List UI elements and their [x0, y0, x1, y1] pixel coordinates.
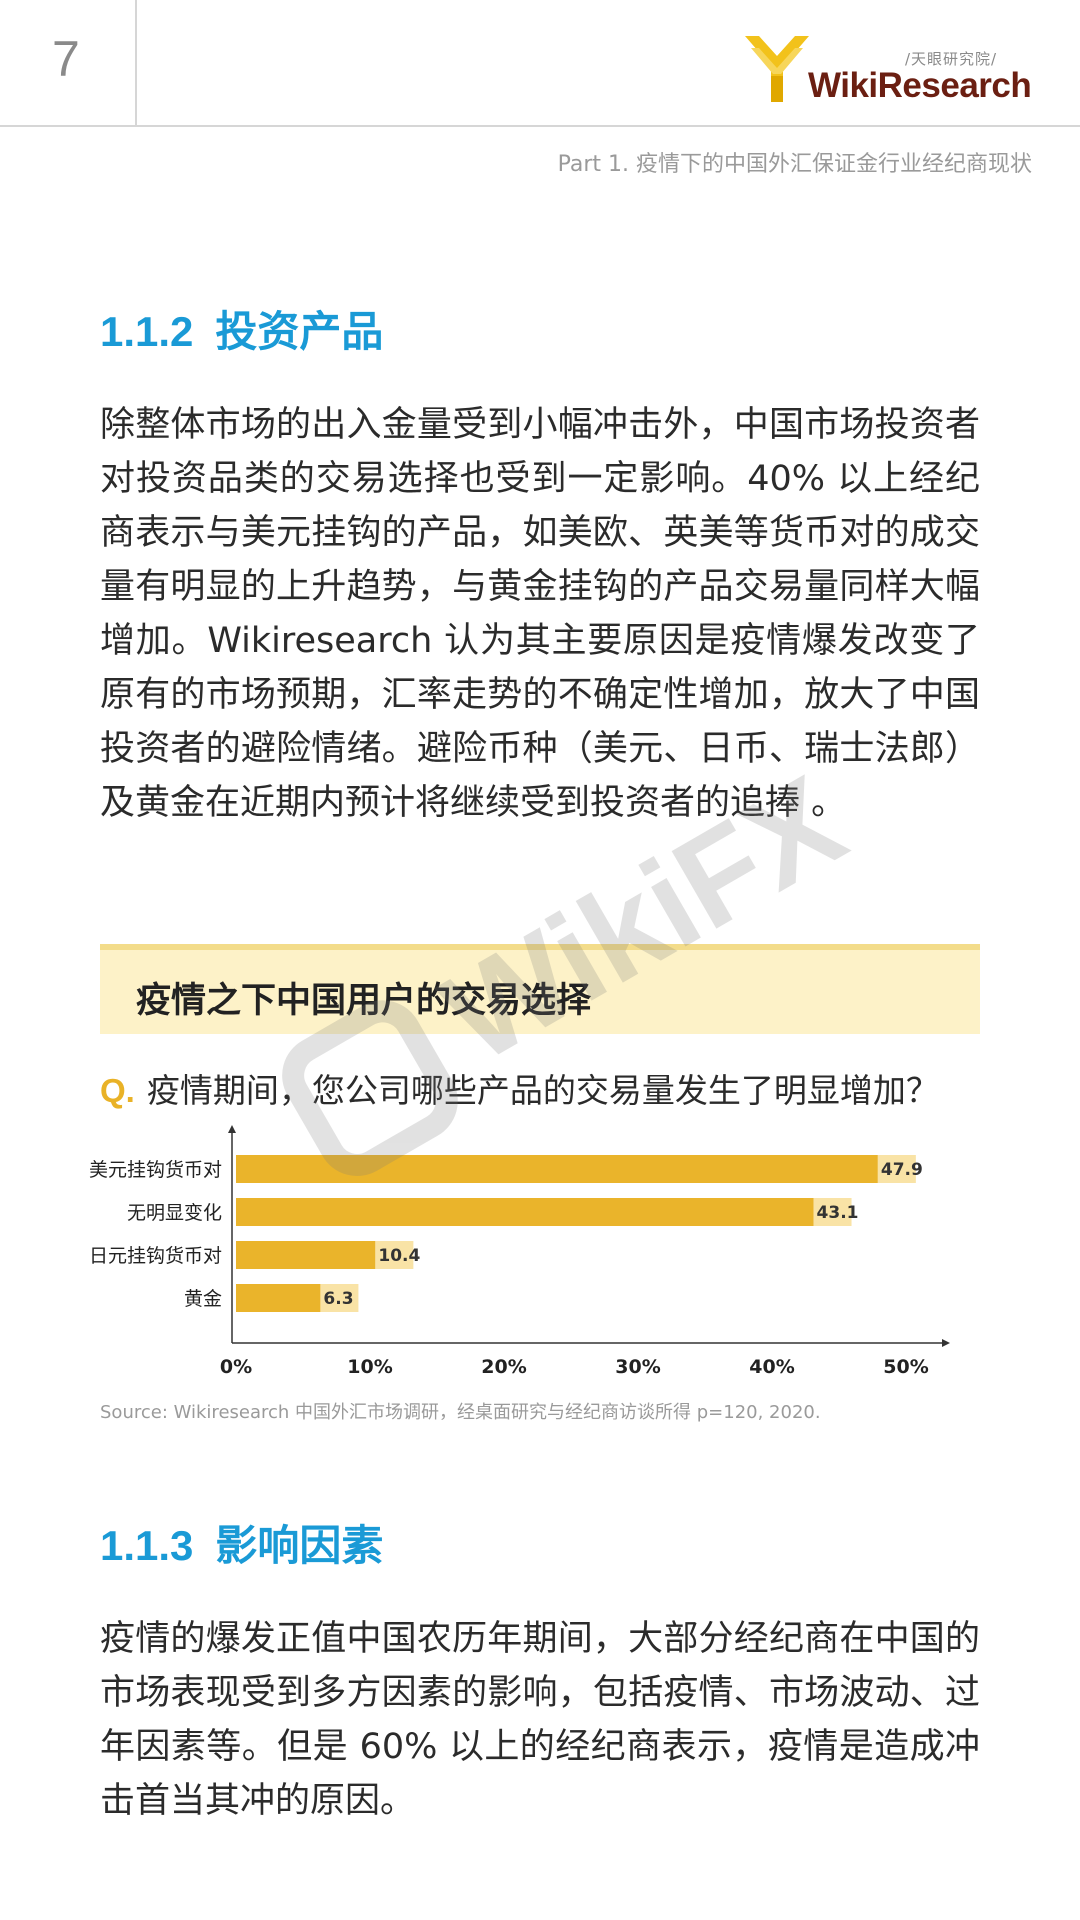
x-tick-label: 50%	[883, 1356, 928, 1378]
bar	[236, 1284, 321, 1312]
data-label-bg	[375, 1241, 414, 1269]
section-number: 1.1.2	[100, 308, 194, 355]
x-tick-label: 0%	[220, 1356, 252, 1378]
category-label: 黄金	[184, 1288, 222, 1310]
section-heading: 投资产品	[215, 307, 384, 356]
logo-subtitle: /天眼研究院/	[905, 50, 998, 68]
x-tick-label: 40%	[749, 1356, 794, 1378]
wikiresearch-logo: /天眼研究院/ WikiResearch	[745, 28, 1045, 108]
chart-banner: 疫情之下中国用户的交易选择	[100, 944, 980, 1034]
bar-chart: 美元挂钩货币对 47.9 无明显变化 43.1 日元挂钩货币对 10.4 黄金 6.3 0% 10…	[89, 1125, 950, 1378]
bar	[236, 1241, 376, 1269]
x-tick-label: 20%	[481, 1356, 526, 1378]
logo-text: WikiResearch	[808, 66, 1032, 105]
survey-question: Q. 疫情期间，您公司哪些产品的交易量发生了明显增加？	[100, 1064, 939, 1112]
data-label: 6.3	[323, 1289, 353, 1309]
category-label: 无明显变化	[127, 1202, 222, 1224]
x-tick-label: 30%	[615, 1356, 660, 1378]
section-title-influencing-factors: 1.1.3 影响因素	[100, 1512, 383, 1573]
question-text: 疫情期间，您公司哪些产品的交易量发生了明显增加？	[146, 1071, 939, 1110]
part-title: Part 1. 疫情下的中国外汇保证金行业经纪商现状	[557, 152, 1032, 177]
x-tick-label: 10%	[347, 1356, 392, 1378]
data-label-bg	[877, 1155, 916, 1183]
header-divider	[135, 0, 137, 125]
section-paragraph: 除整体市场的出入金量受到小幅冲击外，中国市场投资者对投资品类的交易选择也受到一定…	[100, 405, 980, 823]
y-axis-arrow	[228, 1125, 236, 1133]
source-note: Source: Wikiresearch 中国外汇市场调研，经桌面研究与经纪商访…	[100, 1402, 821, 1423]
section-title-investment-products: 1.1.2 投资产品	[100, 298, 383, 359]
logo-mark-icon	[745, 36, 809, 102]
data-label: 47.9	[881, 1160, 923, 1180]
page-header: 7 /天眼研究院/ WikiResearch Part 1. 疫情下的中国外汇保…	[0, 0, 1080, 177]
bar	[236, 1198, 814, 1226]
data-label: 43.1	[817, 1203, 859, 1223]
section-paragraph: 疫情的爆发正值中国农历年期间，大部分经纪商在中国的市场表现受到多方因素的影响，包…	[100, 1619, 980, 1821]
question-mark: Q.	[100, 1072, 135, 1109]
section-heading: 影响因素	[215, 1521, 384, 1570]
data-label: 10.4	[378, 1246, 420, 1266]
page-number: 7	[52, 31, 80, 87]
category-label: 日元挂钩货币对	[89, 1245, 222, 1267]
x-axis-arrow	[942, 1339, 950, 1347]
bar	[236, 1155, 878, 1183]
data-label-bg	[813, 1198, 852, 1226]
data-label-bg	[320, 1284, 359, 1312]
section-number: 1.1.3	[100, 1522, 194, 1569]
category-label: 美元挂钩货币对	[89, 1159, 222, 1181]
banner-title: 疫情之下中国用户的交易选择	[136, 981, 592, 1021]
